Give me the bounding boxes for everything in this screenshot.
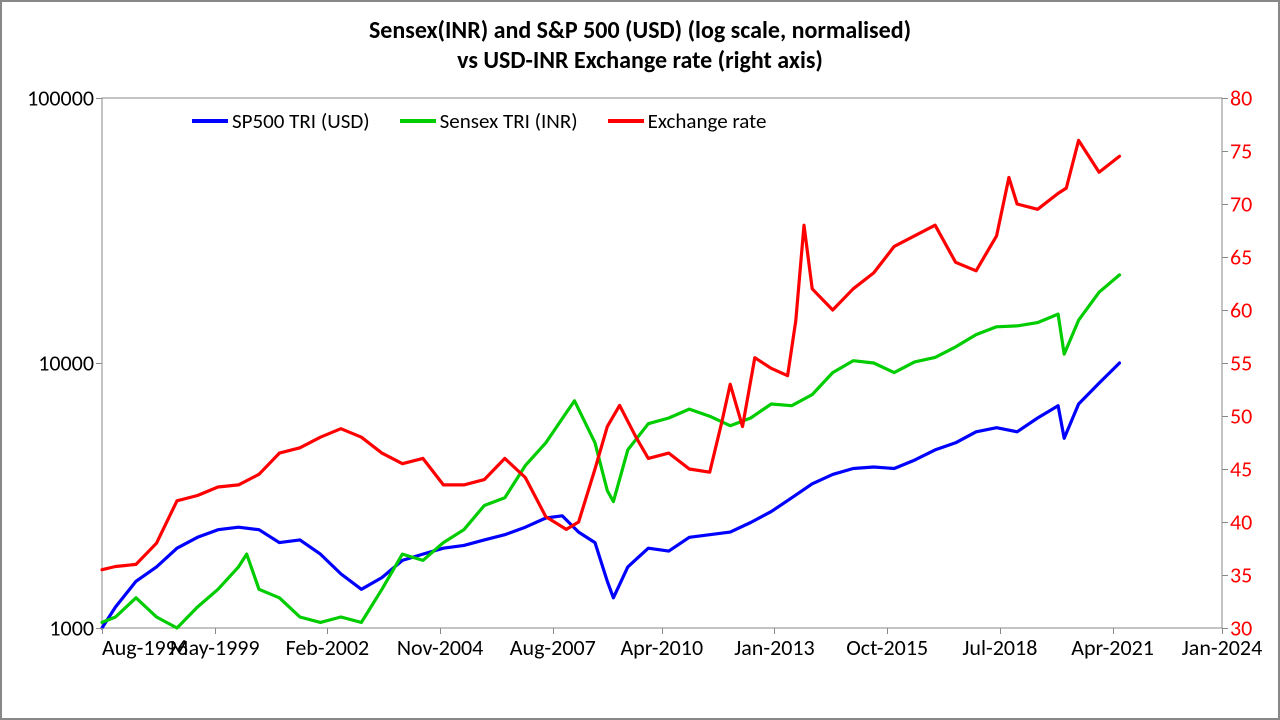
x-tick-label: Apr-2010 xyxy=(620,634,703,661)
x-tick-mark xyxy=(887,628,888,634)
y-right-tick-label: 45 xyxy=(1230,456,1252,483)
legend-label: Sensex TRI (INR) xyxy=(440,108,578,134)
y-right-tick-label: 80 xyxy=(1230,85,1252,112)
plot-area: SP500 TRI (USD) Sensex TRI (INR) Exchange … xyxy=(102,98,1222,628)
x-tick-label: Jul-2018 xyxy=(962,634,1037,661)
y-right-tick-mark xyxy=(1222,98,1228,99)
series-exchange-rate xyxy=(102,140,1120,569)
legend-swatch xyxy=(400,119,436,123)
x-tick-label: May-1999 xyxy=(170,634,260,661)
legend-item: Sensex TRI (INR) xyxy=(400,108,578,134)
y-right-tick-mark xyxy=(1222,363,1228,364)
legend-item: SP500 TRI (USD) xyxy=(192,108,370,134)
plot-svg xyxy=(102,98,1222,628)
y-right-tick-mark xyxy=(1222,522,1228,523)
chart-container: Sensex(INR) and S&P 500 (USD) (log scale… xyxy=(0,0,1280,720)
title-line-2: vs USD-INR Exchange rate (right axis) xyxy=(457,46,823,75)
title-line-1: Sensex(INR) and S&P 500 (USD) (log scale… xyxy=(369,16,911,45)
legend-label: SP500 TRI (USD) xyxy=(232,108,370,134)
y-right-tick-mark xyxy=(1222,575,1228,576)
y-right-tick-label: 35 xyxy=(1230,562,1252,589)
legend-swatch xyxy=(192,119,228,123)
y-right-tick-label: 60 xyxy=(1230,297,1252,324)
y-right-tick-label: 65 xyxy=(1230,244,1252,271)
y-right-tick-mark xyxy=(1222,310,1228,311)
x-tick-mark xyxy=(1000,628,1001,634)
series-sensex-tri-(inr) xyxy=(102,275,1120,628)
y-right-tick-mark xyxy=(1222,416,1228,417)
x-tick-mark xyxy=(327,628,328,634)
y-left-tick-label: 10000 xyxy=(38,350,94,377)
x-tick-label: Feb-2002 xyxy=(286,634,370,661)
legend: SP500 TRI (USD) Sensex TRI (INR) Exchange … xyxy=(192,108,766,134)
y-left-tick-label: 1000 xyxy=(49,615,94,642)
x-tick-mark xyxy=(1113,628,1114,634)
y-left-tick-mark xyxy=(96,363,102,364)
x-tick-label: Aug-2007 xyxy=(510,634,596,661)
y-right-tick-label: 75 xyxy=(1230,138,1252,165)
y-right-tick-mark xyxy=(1222,257,1228,258)
y-right-tick-label: 55 xyxy=(1230,350,1252,377)
x-tick-mark xyxy=(102,628,103,634)
x-tick-label: Oct-2015 xyxy=(846,634,928,661)
legend-label: Exchange rate xyxy=(648,108,767,134)
x-tick-mark xyxy=(774,628,775,634)
y-right-tick-label: 70 xyxy=(1230,191,1252,218)
legend-swatch xyxy=(608,119,644,123)
x-tick-mark xyxy=(215,628,216,634)
x-tick-mark xyxy=(553,628,554,634)
y-left-tick-label: 100000 xyxy=(27,85,94,112)
chart-title: Sensex(INR) and S&P 500 (USD) (log scale… xyxy=(2,16,1278,76)
x-tick-label: Jan-2024 xyxy=(1182,634,1262,661)
y-right-tick-label: 50 xyxy=(1230,403,1252,430)
x-tick-mark xyxy=(1222,628,1223,634)
x-tick-label: Nov-2004 xyxy=(397,634,483,661)
x-tick-label: Apr-2021 xyxy=(1071,634,1154,661)
y-right-tick-mark xyxy=(1222,469,1228,470)
axis-frame xyxy=(102,98,1222,628)
y-left-tick-mark xyxy=(96,98,102,99)
y-right-tick-mark xyxy=(1222,151,1228,152)
x-tick-mark xyxy=(662,628,663,634)
y-right-tick-label: 40 xyxy=(1230,509,1252,536)
y-right-tick-mark xyxy=(1222,204,1228,205)
legend-item: Exchange rate xyxy=(608,108,767,134)
x-tick-mark xyxy=(440,628,441,634)
x-tick-label: Jan-2013 xyxy=(734,634,814,661)
